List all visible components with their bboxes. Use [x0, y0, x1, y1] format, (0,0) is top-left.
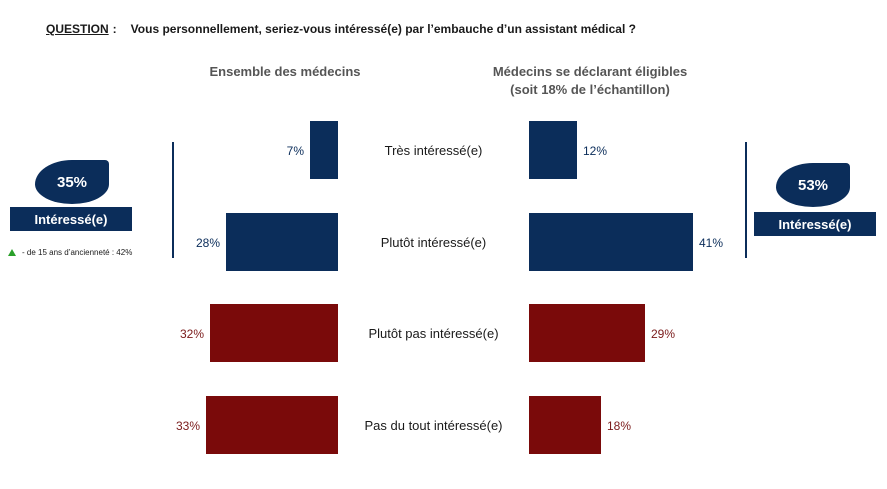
left-group-title: Ensemble des médecins: [185, 63, 385, 81]
up-triangle-icon: [8, 249, 16, 256]
seniority-note: - de 15 ans d’ancienneté : 42%: [8, 248, 132, 257]
value-label-eligibles-1: 41%: [699, 236, 723, 250]
right-interest-label: Intéressé(e): [778, 216, 852, 232]
bar-ensemble-0: [310, 121, 338, 179]
question-separator: :: [112, 22, 117, 36]
value-label-eligibles-2: 29%: [651, 327, 675, 341]
question-text: Vous personnellement, seriez-vous intére…: [130, 22, 636, 36]
category-label-1: Plutôt intéressé(e): [381, 235, 487, 250]
value-label-ensemble-0: 7%: [287, 144, 305, 158]
bar-eligibles-1: [529, 213, 693, 271]
category-label-0: Très intéressé(e): [385, 143, 483, 158]
left-interest-label-badge: Intéressé(e): [10, 207, 132, 231]
right-group-title-line2: (soit 18% de l’échantillon): [510, 82, 670, 97]
bar-ensemble-1: [226, 213, 338, 271]
left-interest-value-badge: 35%: [35, 160, 109, 204]
right-interest-label-badge: Intéressé(e): [754, 212, 876, 236]
right-interest-value: 53%: [797, 176, 829, 194]
value-label-ensemble-1: 28%: [196, 236, 220, 250]
value-label-ensemble-2: 32%: [180, 327, 204, 341]
category-label-2: Plutôt pas intéressé(e): [368, 326, 498, 341]
bar-ensemble-3: [206, 396, 338, 454]
question-label: QUESTION: [46, 22, 109, 36]
right-group-title: Médecins se déclarant éligibles (soit 18…: [470, 63, 710, 99]
seniority-note-text: - de 15 ans d’ancienneté : 42%: [22, 248, 133, 257]
category-label-3: Pas du tout intéressé(e): [364, 418, 502, 433]
bar-eligibles-3: [529, 396, 601, 454]
value-label-eligibles-0: 12%: [583, 144, 607, 158]
value-label-ensemble-3: 33%: [176, 419, 200, 433]
bar-ensemble-2: [210, 304, 338, 362]
right-interest-value-badge: 53%: [776, 163, 850, 207]
left-interest-label: Intéressé(e): [34, 211, 108, 227]
right-group-title-line1: Médecins se déclarant éligibles: [492, 64, 688, 79]
question-line: QUESTION: Vous personnellement, seriez-vo…: [46, 22, 636, 36]
left-group-title-text: Ensemble des médecins: [209, 64, 361, 79]
bar-eligibles-0: [529, 121, 577, 179]
bar-eligibles-2: [529, 304, 645, 362]
left-interest-value: 35%: [56, 173, 88, 191]
value-label-eligibles-3: 18%: [607, 419, 631, 433]
